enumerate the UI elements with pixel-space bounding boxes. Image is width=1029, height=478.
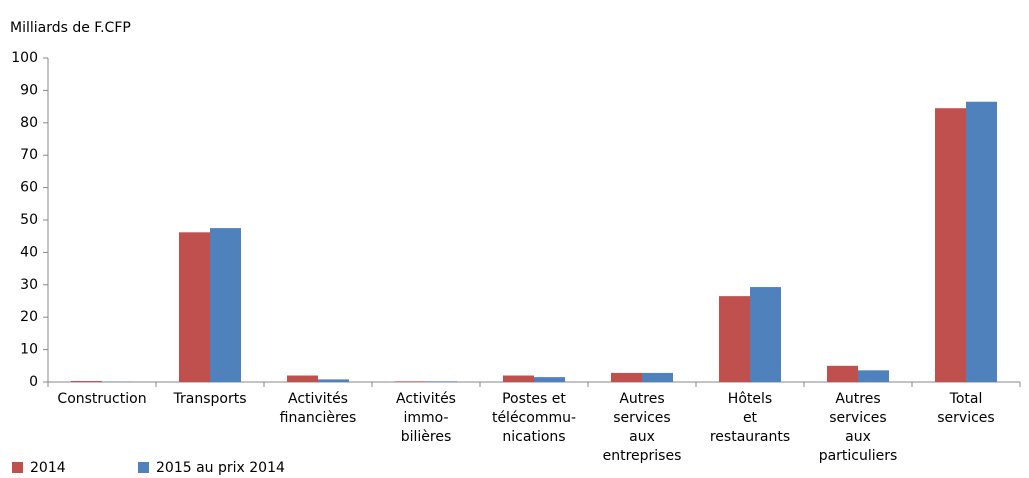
x-tick-label: Activités financières [279, 391, 357, 426]
y-axis-label: Milliards de F.CFP [10, 20, 131, 36]
y-tick-label: 30 [20, 277, 38, 293]
x-tick-label: Autres services aux particuliers [818, 391, 898, 464]
legend-label: 2014 [30, 460, 66, 476]
y-tick-label: 40 [20, 244, 38, 260]
bar [611, 372, 642, 382]
legend-swatch [12, 462, 23, 473]
legend-swatch [138, 462, 149, 473]
y-tick-label: 10 [20, 342, 38, 358]
bar [71, 381, 102, 382]
bar [719, 296, 750, 382]
bar [287, 375, 318, 382]
bar [210, 228, 241, 382]
bar [827, 365, 858, 382]
bar [395, 381, 426, 382]
legend-label: 2015 au prix 2014 [156, 460, 285, 476]
bar [642, 372, 673, 382]
y-tick-label: 80 [20, 115, 38, 131]
x-tick-label: Activités immo- bilières [396, 391, 456, 445]
bar [318, 379, 349, 382]
x-tick-label: Construction [57, 391, 147, 407]
x-tick-label: Hôtels et restaurants [709, 391, 791, 445]
x-tick-label: Autres services aux entreprises [602, 391, 682, 464]
y-tick-label: 60 [20, 180, 38, 196]
bar [426, 381, 457, 382]
x-tick-label: Total services [937, 391, 995, 426]
bar [935, 108, 966, 382]
bar [966, 101, 997, 383]
y-tick-label: 0 [29, 374, 38, 390]
bar [534, 377, 565, 382]
y-tick-label: 90 [20, 82, 38, 98]
bar [858, 370, 889, 382]
bar [503, 375, 534, 382]
x-tick-label: Transports [173, 391, 247, 407]
y-tick-label: 50 [20, 212, 38, 228]
y-tick-label: 100 [11, 50, 38, 66]
x-tick-label: Postes et télécommu- nications [491, 391, 577, 445]
bar [179, 232, 210, 382]
y-tick-label: 20 [20, 309, 38, 325]
bar [750, 287, 781, 382]
y-tick-label: 70 [20, 147, 38, 163]
